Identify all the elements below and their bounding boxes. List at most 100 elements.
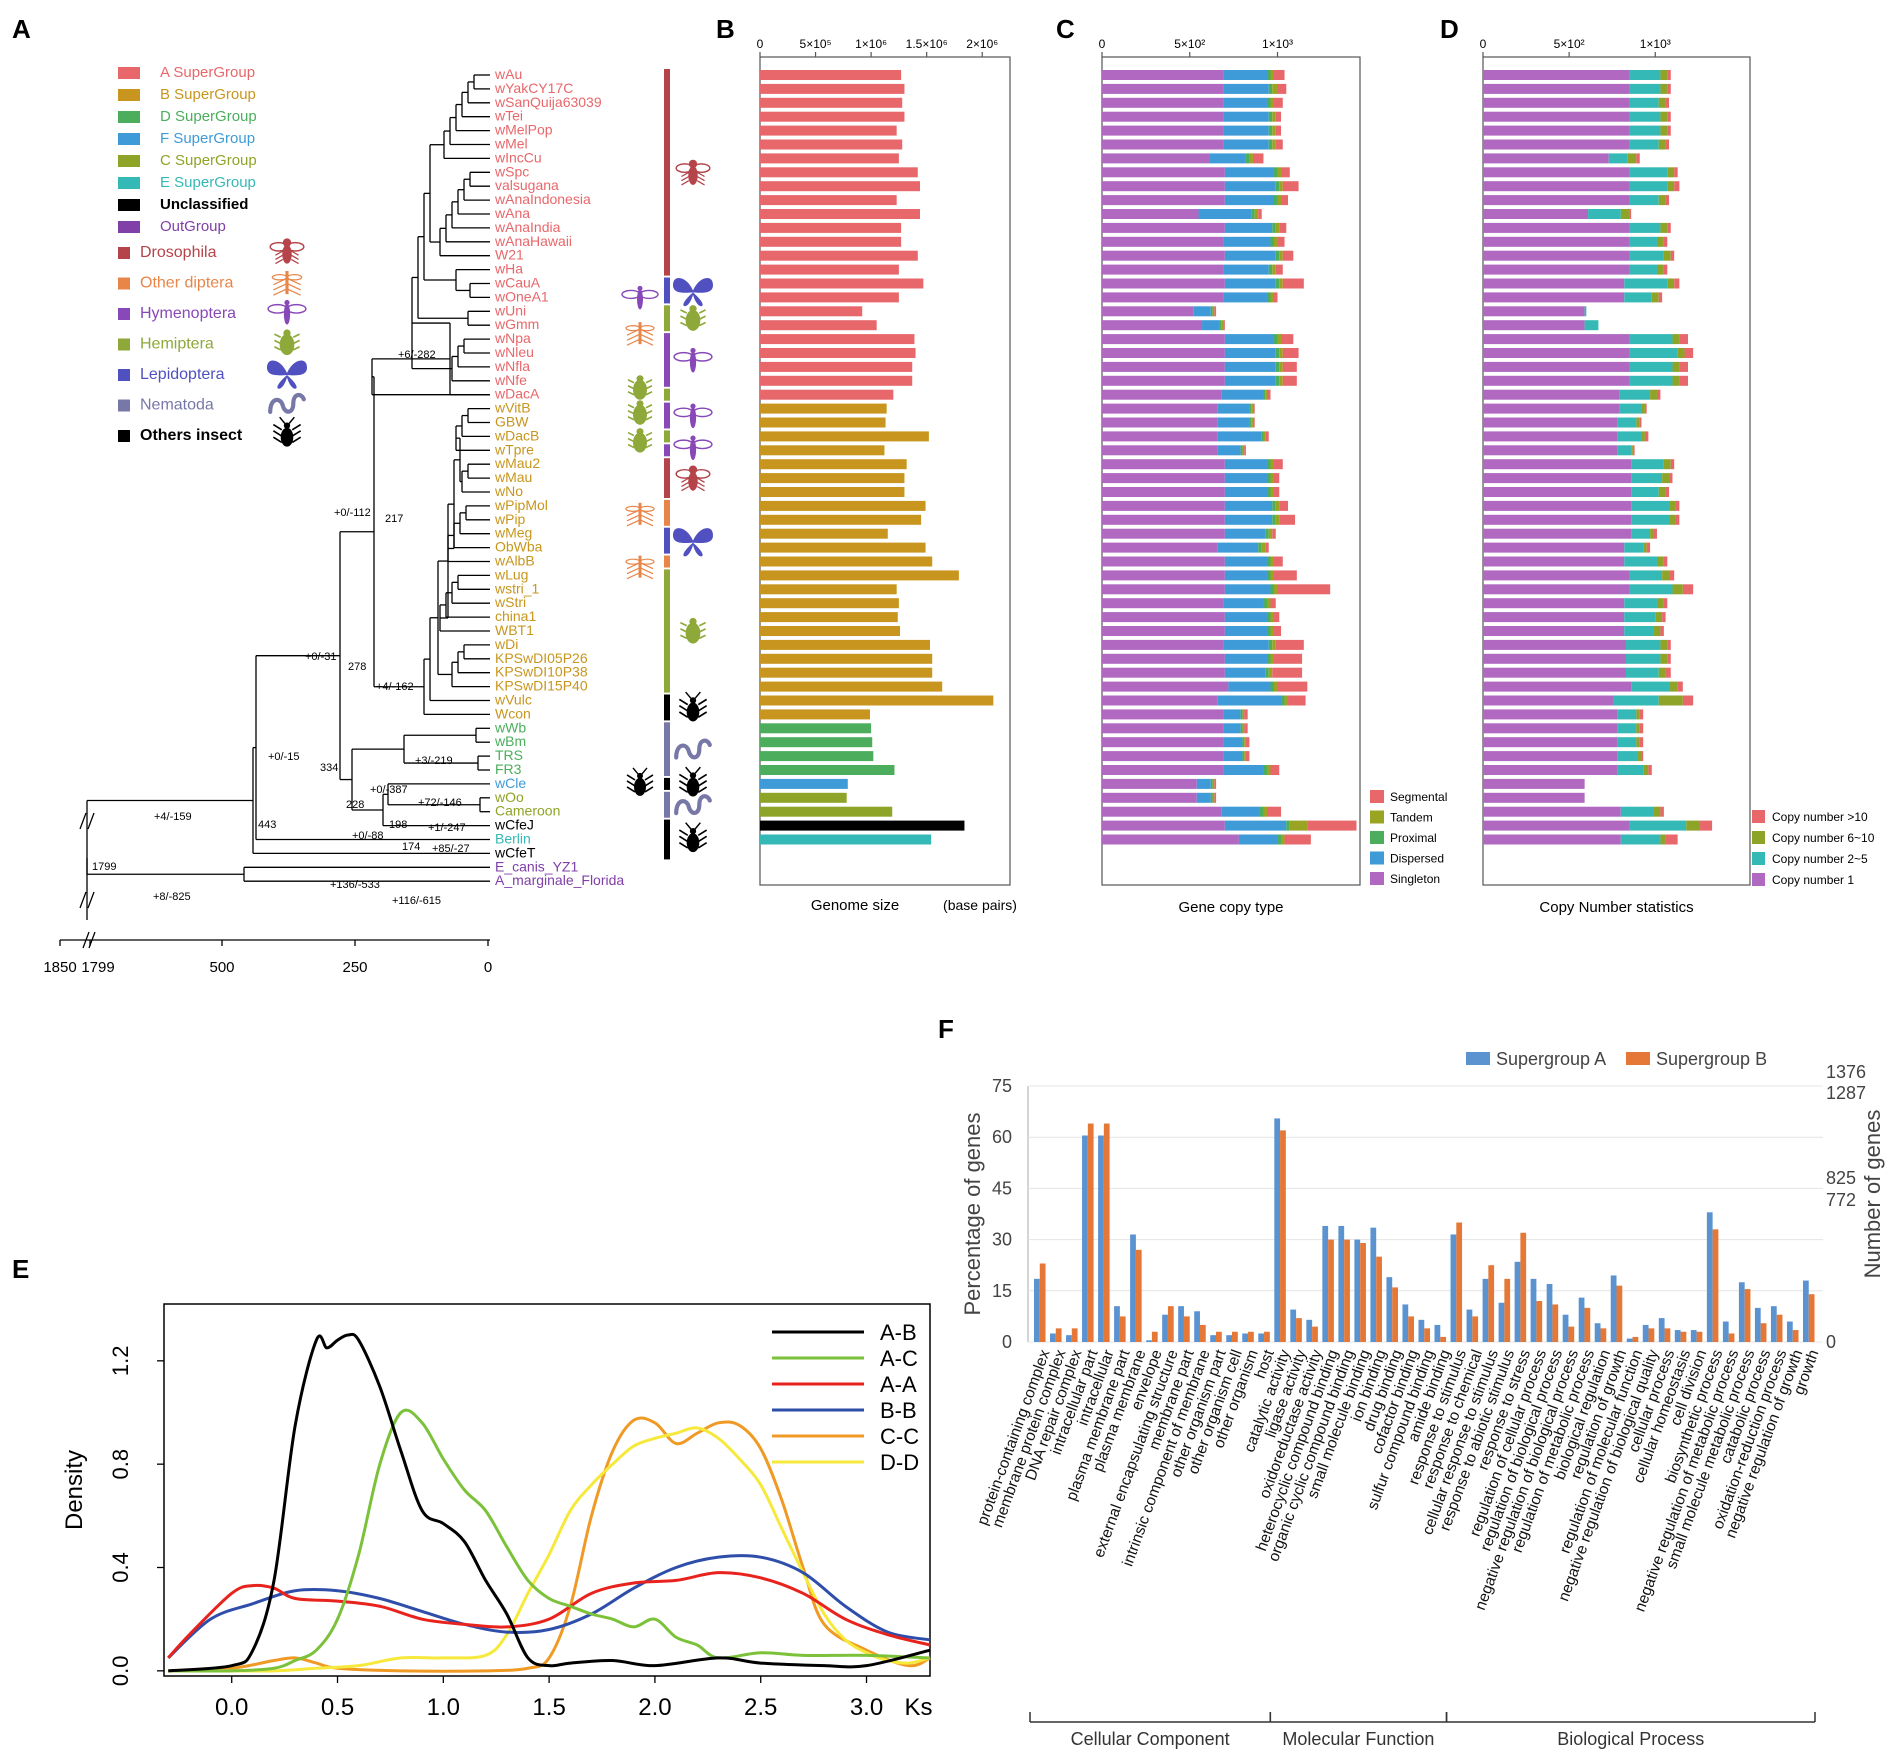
bar-segment <box>1653 806 1661 817</box>
bar-segment <box>1224 612 1267 623</box>
head <box>690 347 696 354</box>
leg <box>681 477 690 483</box>
mosquito-icon <box>271 271 303 296</box>
leg <box>645 385 653 390</box>
body <box>633 379 647 400</box>
bar-segment <box>1483 236 1630 247</box>
bar-segment <box>1224 195 1274 206</box>
head <box>690 435 696 441</box>
leg <box>627 385 635 390</box>
bar-segment <box>1675 514 1680 525</box>
strain-label: wAnaIndia <box>494 219 561 235</box>
bar-segment <box>1674 181 1680 192</box>
bar-segment <box>1102 695 1218 706</box>
leg <box>639 514 654 522</box>
y-tick-label: 1.2 <box>108 1346 133 1377</box>
bar-segment <box>1641 403 1645 414</box>
leg <box>645 431 653 437</box>
body <box>685 622 701 644</box>
group-label: Biological Process <box>1557 1729 1704 1749</box>
bar-segment <box>1272 139 1276 150</box>
leg <box>275 250 284 256</box>
legend-swatch <box>118 199 140 211</box>
bar-segment <box>1224 473 1267 484</box>
bar-segment <box>1102 292 1224 303</box>
bar-segment <box>1277 834 1282 845</box>
bar-segment <box>1272 222 1276 233</box>
bar-segment <box>1483 445 1618 456</box>
node-annotation: +3/-219 <box>415 755 453 767</box>
bar-segment <box>1660 834 1666 845</box>
bar-segment <box>1483 612 1625 623</box>
strain-label: A_marginale_Florida <box>495 872 624 888</box>
strain-label: wPipMol <box>494 497 548 513</box>
bar-segment <box>1636 709 1640 720</box>
bar-segment <box>1624 598 1657 609</box>
bar-segment <box>1629 236 1657 247</box>
bar <box>760 570 959 581</box>
bar-segment <box>1483 834 1621 845</box>
body <box>689 407 697 429</box>
bar-segment <box>1102 778 1197 789</box>
legend-label: F SuperGroup <box>160 130 255 147</box>
bar-segment <box>1483 292 1625 303</box>
bar-supergroup-b <box>1248 1331 1254 1342</box>
bar-segment <box>1483 626 1625 636</box>
leg <box>678 829 689 837</box>
legend-label: B SuperGroup <box>160 86 256 103</box>
bar-segment <box>1272 528 1276 539</box>
bar-segment <box>1663 250 1671 261</box>
bar-segment <box>1270 487 1274 497</box>
plot-frame <box>759 56 1011 886</box>
legend-swatch <box>118 338 130 351</box>
panel-b-genome-size-chart: 0 5×10⁵ 1×10⁶ 1.5×10⁶ 2×10⁶ Genome size (base … <box>757 37 1017 914</box>
bar-segment <box>1656 598 1664 609</box>
bar-supergroup-a <box>1274 1118 1281 1342</box>
bar-segment <box>1102 125 1224 136</box>
legend-label: Supergroup A <box>1496 1049 1606 1069</box>
body <box>283 303 291 325</box>
bar-segment <box>1270 612 1274 623</box>
bar-segment <box>1627 153 1637 164</box>
bar-segment <box>1102 111 1224 122</box>
bar-segment <box>1281 834 1285 845</box>
panel-c-gene-copy-type-chart: 0 5×10² 1×10³ Gene copy type Segmental Tandem… <box>1099 37 1448 916</box>
bar-supergroup-b <box>1744 1289 1751 1342</box>
node-annotation: +0/-387 <box>370 784 408 796</box>
bar-supergroup-b <box>1408 1316 1415 1342</box>
legend-label: D SuperGroup <box>160 108 257 125</box>
bar-segment <box>1631 445 1633 456</box>
bar-supergroup-a <box>1514 1261 1521 1342</box>
bug-icon <box>627 400 653 425</box>
strain-label: wPip <box>494 511 526 527</box>
wing <box>271 274 288 281</box>
head <box>690 403 696 409</box>
legend-swatch <box>1752 831 1765 844</box>
bar-segment <box>1249 153 1253 164</box>
bar-segment <box>1629 375 1673 386</box>
strain-label: wVulc <box>494 692 532 708</box>
bar <box>760 528 888 539</box>
bar-segment <box>1268 528 1273 539</box>
bar-segment <box>1483 556 1625 567</box>
bar-segment <box>1221 320 1224 331</box>
bug-icon <box>627 375 653 400</box>
bar-supergroup-a <box>1114 1306 1120 1342</box>
beetle-icon <box>626 767 654 796</box>
bar-segment <box>1102 709 1224 720</box>
bar-supergroup-a <box>1178 1306 1184 1342</box>
x-tick-label: 0.5 <box>321 1694 354 1721</box>
bar-segment <box>1483 459 1632 470</box>
panel-label-c: C <box>1056 14 1075 44</box>
leg <box>292 345 300 351</box>
leg <box>678 786 689 794</box>
leg <box>681 171 690 178</box>
bar-supergroup-b <box>1776 1314 1783 1342</box>
leg <box>274 333 282 339</box>
bar-segment <box>1483 792 1585 803</box>
host-bar <box>664 333 670 387</box>
bar-segment <box>1617 737 1637 748</box>
legend-label: Unclassified <box>160 196 248 213</box>
bar-segment <box>1102 320 1203 331</box>
worm-icon <box>674 738 712 760</box>
